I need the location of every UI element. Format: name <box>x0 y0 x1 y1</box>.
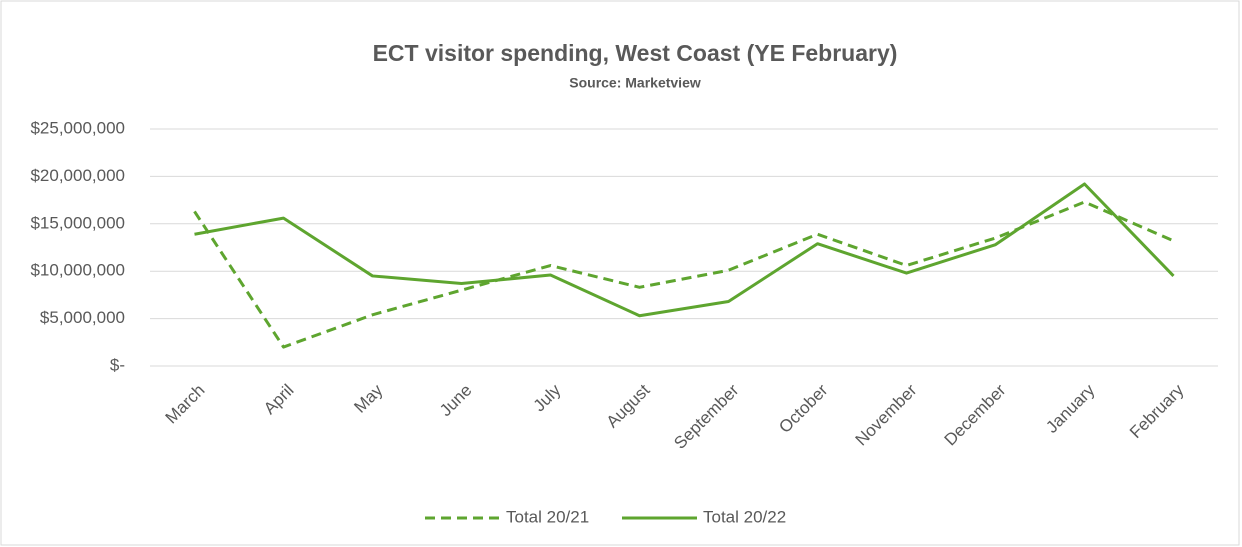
chart-title: ECT visitor spending, West Coast (YE Feb… <box>373 40 898 66</box>
legend-label: Total 20/21 <box>506 507 589 526</box>
line-series <box>193 200 1175 349</box>
y-tick-label: $- <box>110 355 125 374</box>
y-tick-label: $10,000,000 <box>30 261 125 280</box>
legend-label: Total 20/22 <box>703 507 786 526</box>
chart-subtitle: Source: Marketview <box>569 75 701 91</box>
line-series <box>194 182 1175 318</box>
y-tick-label: $20,000,000 <box>30 166 125 185</box>
y-tick-label: $5,000,000 <box>40 308 125 327</box>
y-tick-label: $25,000,000 <box>30 118 125 137</box>
y-tick-label: $15,000,000 <box>30 213 125 232</box>
